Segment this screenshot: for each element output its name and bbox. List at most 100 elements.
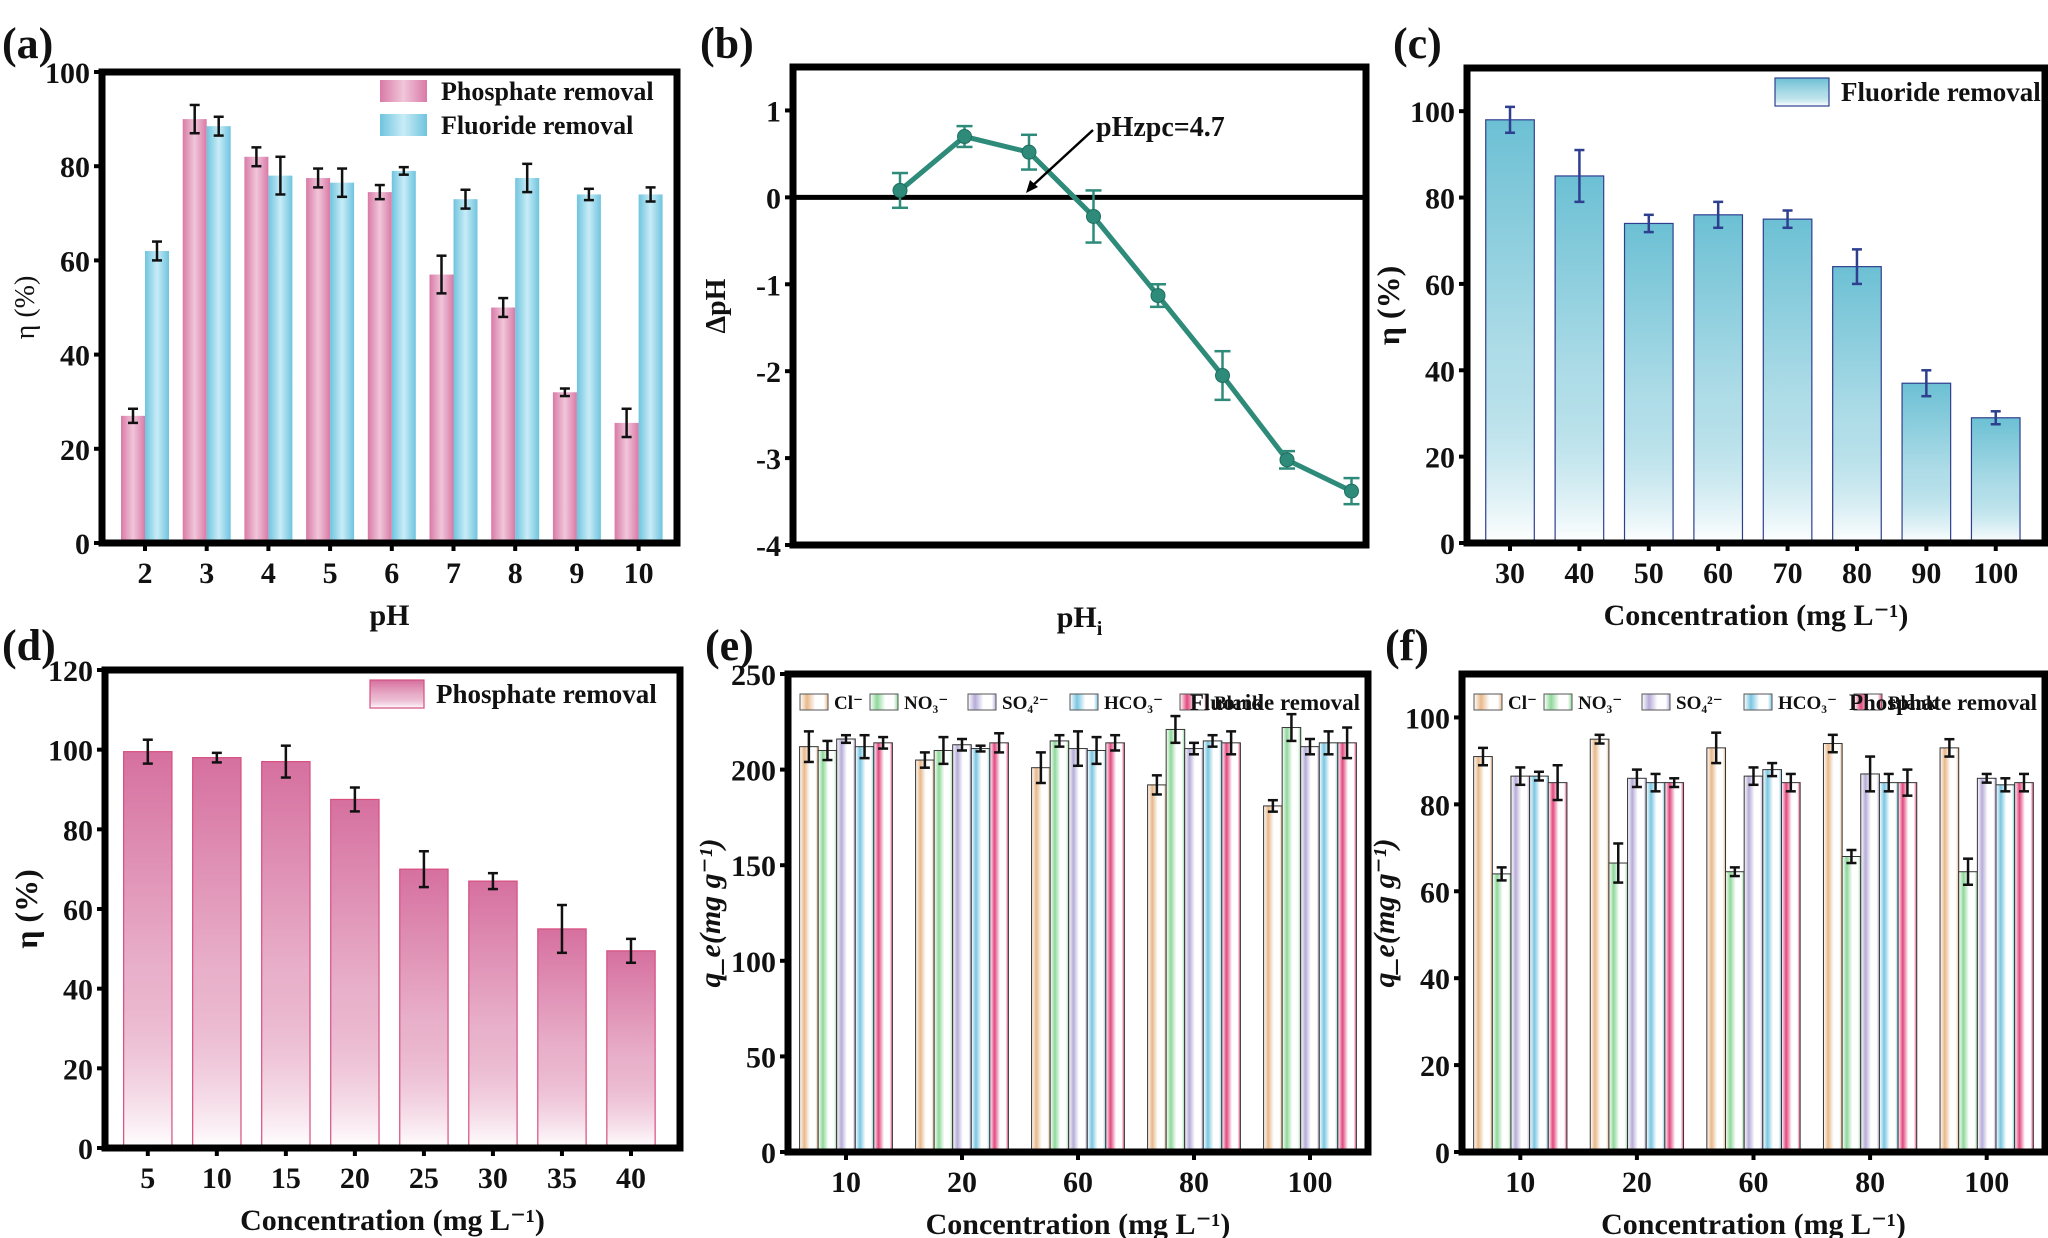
plot-frame — [98, 68, 681, 547]
y-tick-label: 100 — [731, 946, 776, 979]
bar-phosphate — [244, 156, 269, 543]
data-point — [1344, 483, 1359, 499]
bar — [1221, 742, 1241, 1153]
bar — [915, 759, 935, 1153]
legend-swatch — [1641, 693, 1671, 711]
x-tick-label: 15 — [271, 1162, 301, 1195]
y-tick-label: 40 — [60, 340, 90, 373]
x-axis-label: Concentration (mg L⁻¹) — [1601, 1208, 1906, 1238]
legend-swatch — [1774, 77, 1830, 107]
y-tick-label: 20 — [1420, 1050, 1450, 1083]
y-tick-label: 40 — [1420, 963, 1450, 996]
y-axis-label: ΔpH — [701, 278, 732, 333]
x-tick-label: 100 — [1964, 1166, 2009, 1199]
y-tick-label: 0 — [78, 1133, 93, 1166]
x-tick-label: 50 — [1634, 557, 1664, 590]
x-tick-label: 80 — [1855, 1166, 1885, 1199]
panel-c: (c) 0 20 40 60 80 100 η (%) 30 40 50 60 70 80 90 100 Con… — [1370, 19, 2048, 632]
plot-frame — [784, 670, 1372, 1156]
bar — [1281, 727, 1302, 1153]
bar — [1184, 748, 1204, 1153]
bar — [1473, 756, 1493, 1153]
bar-fluoride — [330, 182, 355, 543]
y-tick-label: 0 — [75, 528, 90, 561]
x-tick-label: 10 — [624, 557, 654, 590]
y-tick-label: 0 — [766, 182, 781, 215]
bar — [1529, 775, 1549, 1153]
x-tick-label: 30 — [478, 1162, 508, 1195]
bar — [1589, 738, 1610, 1153]
x-tick-label: 5 — [323, 557, 338, 590]
bar — [1645, 782, 1666, 1153]
bar — [1693, 214, 1744, 544]
legend-label: SO₄²⁻ — [1676, 693, 1723, 714]
annotation-arrowhead — [1026, 180, 1038, 193]
legend-swatch — [1473, 693, 1503, 711]
bar-phosphate — [121, 415, 145, 543]
legend-label: NO₃⁻ — [904, 693, 948, 714]
legend-swatch — [799, 693, 829, 711]
bar-fluoride — [391, 170, 416, 543]
bar — [952, 744, 972, 1153]
x-tick-label: 10 — [202, 1162, 232, 1195]
x-tick-label: 70 — [1773, 557, 1803, 590]
bar — [1860, 773, 1880, 1153]
y-tick-label: 60 — [1420, 876, 1450, 909]
series-line — [898, 133, 1353, 494]
y-axis-label: η (%) — [10, 276, 41, 340]
legend-label: Phosphate removal — [436, 679, 657, 709]
x-tick-label: 9 — [569, 557, 584, 590]
bar — [1485, 119, 1535, 544]
y-tick-label: 40 — [63, 974, 93, 1007]
panel-a: (a) 0 20 40 60 80 100 η (%) 2 3 4 5 6 7 8 9 10 pH Phosphat… — [2, 19, 681, 632]
x-tick-label: 20 — [340, 1162, 370, 1195]
bar-phosphate — [306, 177, 331, 543]
legend-label: Cl⁻ — [1508, 693, 1537, 714]
bar — [1547, 782, 1568, 1153]
bar-phosphate — [491, 307, 516, 543]
bar — [1068, 748, 1088, 1153]
x-tick-label: 60 — [1703, 557, 1733, 590]
bar — [1337, 742, 1357, 1153]
y-tick-label: 80 — [63, 814, 93, 847]
bar — [1878, 782, 1899, 1153]
x-tick-label: 8 — [508, 557, 523, 590]
bar-fluoride — [638, 194, 663, 543]
bar — [1664, 782, 1685, 1153]
bar — [1762, 218, 1813, 544]
legend-swatch — [380, 114, 427, 136]
bar — [1780, 782, 1801, 1153]
x-axis-label: pHi — [1057, 601, 1103, 640]
bar — [1627, 777, 1647, 1153]
legend-swatch — [369, 679, 425, 709]
bar — [1970, 417, 2021, 544]
bar — [468, 880, 518, 1149]
y-tick-label: 100 — [45, 57, 90, 90]
legend-swatch — [869, 693, 899, 711]
bar-phosphate — [614, 422, 639, 543]
legend-swatch — [380, 80, 427, 102]
legend-label: Blank — [1214, 693, 1263, 714]
bar — [854, 746, 875, 1153]
x-tick-label: 80 — [1179, 1166, 1209, 1199]
bar — [799, 746, 819, 1153]
y-tick-label: 0 — [761, 1137, 776, 1170]
y-tick-label: 80 — [1425, 183, 1455, 216]
bar — [1841, 856, 1862, 1153]
bar — [1822, 743, 1843, 1153]
bar — [1725, 871, 1745, 1153]
bar-fluoride — [576, 194, 601, 543]
x-tick-label: 40 — [616, 1162, 646, 1195]
x-tick-label: 90 — [1911, 557, 1941, 590]
bar — [123, 751, 173, 1149]
y-tick-label: 0 — [1440, 528, 1455, 561]
y-axis-label: q_e(mg g⁻¹) — [694, 839, 727, 988]
x-tick-label: 3 — [199, 557, 214, 590]
bar — [1263, 805, 1283, 1153]
bar-fluoride — [453, 199, 478, 544]
bar — [1939, 747, 1960, 1153]
y-tick-label: 20 — [60, 434, 90, 467]
legend-swatch — [1069, 693, 1099, 711]
annotation-arrow — [1029, 129, 1094, 189]
plot-frame — [789, 63, 1370, 549]
